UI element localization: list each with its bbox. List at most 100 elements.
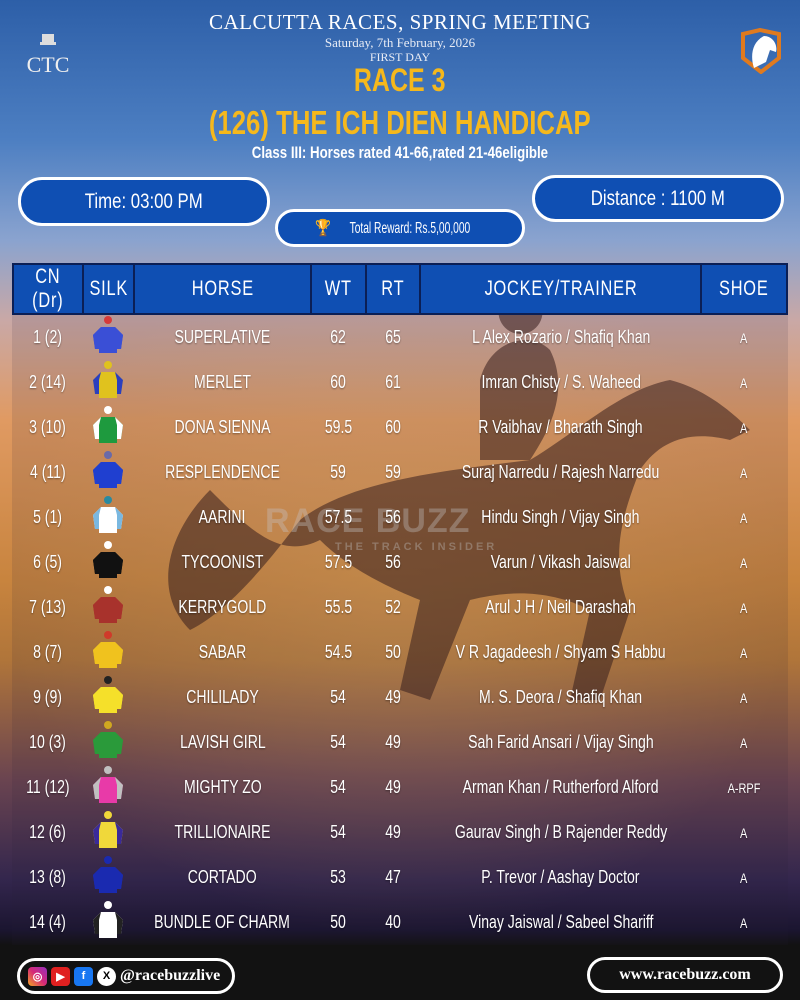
jockey-trainer: Arman Khan / Rutherford Alford <box>462 777 659 797</box>
weight: 55.5 <box>324 597 352 617</box>
weight: 60 <box>330 372 346 392</box>
rating: 61 <box>385 372 401 392</box>
social-pill[interactable]: ◎ ▶ f X @racebuzzlive <box>17 958 235 994</box>
jockey-trainer: R Vaibhav / Bharath Singh <box>478 417 643 437</box>
table-row: 8 (7) SABAR 54.5 50 V R Jagadeesh / Shyam S … <box>13 630 787 675</box>
weight: 50 <box>330 912 346 932</box>
table-row: 5 (1) AARINI 57.5 56 Hindu Singh / Vijay Sin… <box>13 495 787 540</box>
horse-name: RESPLENDENCE <box>165 462 280 482</box>
shoe: A-RPF <box>727 779 761 796</box>
rating: 52 <box>385 597 401 617</box>
instagram-icon[interactable]: ◎ <box>28 966 47 986</box>
youtube-icon[interactable]: ▶ <box>51 966 70 986</box>
table-row: 9 (9) CHILILADY 54 49 M. S. Deora / Shafiq K… <box>13 675 787 720</box>
rating: 60 <box>385 417 401 437</box>
weight: 62 <box>330 327 346 347</box>
time-label: Time: 03:00 PM <box>85 189 203 213</box>
cn-draw: 10 (3) <box>29 732 67 752</box>
distance-pill: Distance : 1100 M <box>532 175 784 222</box>
jockey-silk-icon <box>83 314 135 360</box>
jockey-trainer: Sah Farid Ansari / Vijay Singh <box>468 732 654 752</box>
time-pill: Time: 03:00 PM <box>18 177 270 226</box>
col-cn: CN (Dr) <box>12 263 84 315</box>
shoe: A <box>740 644 748 661</box>
table-row: 1 (2) SUPERLATIVE 62 65 L Alex Rozario / Sha… <box>13 314 787 360</box>
jockey-trainer: Hindu Singh / Vijay Singh <box>481 507 640 527</box>
weight: 54 <box>330 687 346 707</box>
table-row: 12 (6) TRILLIONAIRE 54 49 Gaurav Singh / B R… <box>13 810 787 855</box>
cn-draw: 11 (12) <box>26 777 70 797</box>
social-handle[interactable]: @racebuzzlive <box>120 967 221 984</box>
rating: 56 <box>385 552 401 572</box>
col-rt: RT <box>364 263 422 315</box>
race-date: Saturday, 7th February, 2026 <box>324 35 476 50</box>
reward-pill: 🏆 Total Reward: Rs.5,00,000 <box>275 209 525 247</box>
table-header-row: CN (Dr) SILK HORSE WT RT JOCKEY/TRAINER … <box>12 263 788 315</box>
shoe: A <box>740 554 748 571</box>
jockey-trainer: P. Trevor / Aashay Doctor <box>481 867 640 887</box>
trophy-icon: 🏆 <box>314 220 331 237</box>
x-icon[interactable]: X <box>97 966 116 986</box>
table-row: 3 (10) DONA SIENNA 59.5 60 R Vaibhav / Bhara… <box>13 405 787 450</box>
weight: 53 <box>330 867 346 887</box>
rating: 59 <box>385 462 401 482</box>
cn-draw: 7 (13) <box>29 597 67 617</box>
ctc-logo: CTC <box>27 34 69 77</box>
table-row: 11 (12) MIGHTY ZO 54 49 Arman Khan / Rutherf… <box>13 765 787 810</box>
horse-name: TRILLIONAIRE <box>174 822 271 842</box>
weight: 54 <box>330 822 346 842</box>
horse-name: BUNDLE OF CHARM <box>154 912 291 932</box>
website-link[interactable]: www.racebuzz.com <box>587 957 783 993</box>
weight: 54.5 <box>324 642 352 662</box>
cn-draw: 2 (14) <box>29 372 67 392</box>
facebook-icon[interactable]: f <box>74 966 93 986</box>
shoe: A <box>740 329 748 346</box>
cn-draw: 6 (5) <box>33 552 63 572</box>
rating: 49 <box>385 687 401 707</box>
jockey-silk-icon <box>83 675 135 720</box>
horse-name: LAVISH GIRL <box>179 732 266 752</box>
cn-draw: 4 (11) <box>29 462 66 482</box>
jockey-silk-icon <box>83 360 135 405</box>
weight: 54 <box>330 777 346 797</box>
table-row: 14 (4) BUNDLE OF CHARM 50 40 Vinay Jaiswal /… <box>13 900 787 945</box>
horse-name: SABAR <box>198 642 247 662</box>
jockey-silk-icon <box>83 765 135 810</box>
col-shoe: SHOE <box>700 263 788 315</box>
rating: 56 <box>385 507 401 527</box>
shoe: A <box>740 734 748 751</box>
jockey-silk-icon <box>83 630 135 675</box>
horse-name: MIGHTY ZO <box>183 777 262 797</box>
horse-name: TYCOONIST <box>181 552 264 572</box>
shoe: A <box>740 824 748 841</box>
rating: 50 <box>385 642 401 662</box>
shoe: A <box>740 689 748 706</box>
cn-draw: 5 (1) <box>33 507 63 527</box>
shoe: A <box>740 914 748 931</box>
horse-name: CHILILADY <box>186 687 259 707</box>
horse-name: SUPERLATIVE <box>174 327 271 347</box>
table-row: 10 (3) LAVISH GIRL 54 49 Sah Farid Ansari / … <box>13 720 787 765</box>
shoe: A <box>740 869 748 886</box>
jockey-silk-icon <box>83 405 135 450</box>
jockey-silk-icon <box>83 720 135 765</box>
rating: 65 <box>385 327 401 347</box>
table-row: 2 (14) MERLET 60 61 Imran Chisty / S. Waheed… <box>13 360 787 405</box>
race-name: (126) THE ICH DIEN HANDICAP <box>209 104 591 141</box>
race-class: Class III: Horses rated 41-66,rated 21-4… <box>251 143 549 162</box>
jockey-silk-icon <box>83 540 135 585</box>
cn-draw: 9 (9) <box>33 687 63 707</box>
table-row: 13 (8) CORTADO 53 47 P. Trevor / Aashay Doct… <box>13 855 787 900</box>
weight: 59 <box>330 462 346 482</box>
race-number: RACE 3 <box>354 62 446 98</box>
watermark: RACE BUZZ THE TRACK INSIDER <box>265 502 498 553</box>
jockey-silk-icon <box>83 855 135 900</box>
col-wt: WT <box>309 263 367 315</box>
weight: 54 <box>330 732 346 752</box>
col-horse: HORSE <box>133 263 312 315</box>
shoe: A <box>740 509 748 526</box>
jockey-trainer: Varun / Vikash Jaiswal <box>490 552 631 572</box>
cn-draw: 14 (4) <box>29 912 67 932</box>
distance-label: Distance : 1100 M <box>590 186 726 210</box>
cn-draw: 8 (7) <box>33 642 63 662</box>
